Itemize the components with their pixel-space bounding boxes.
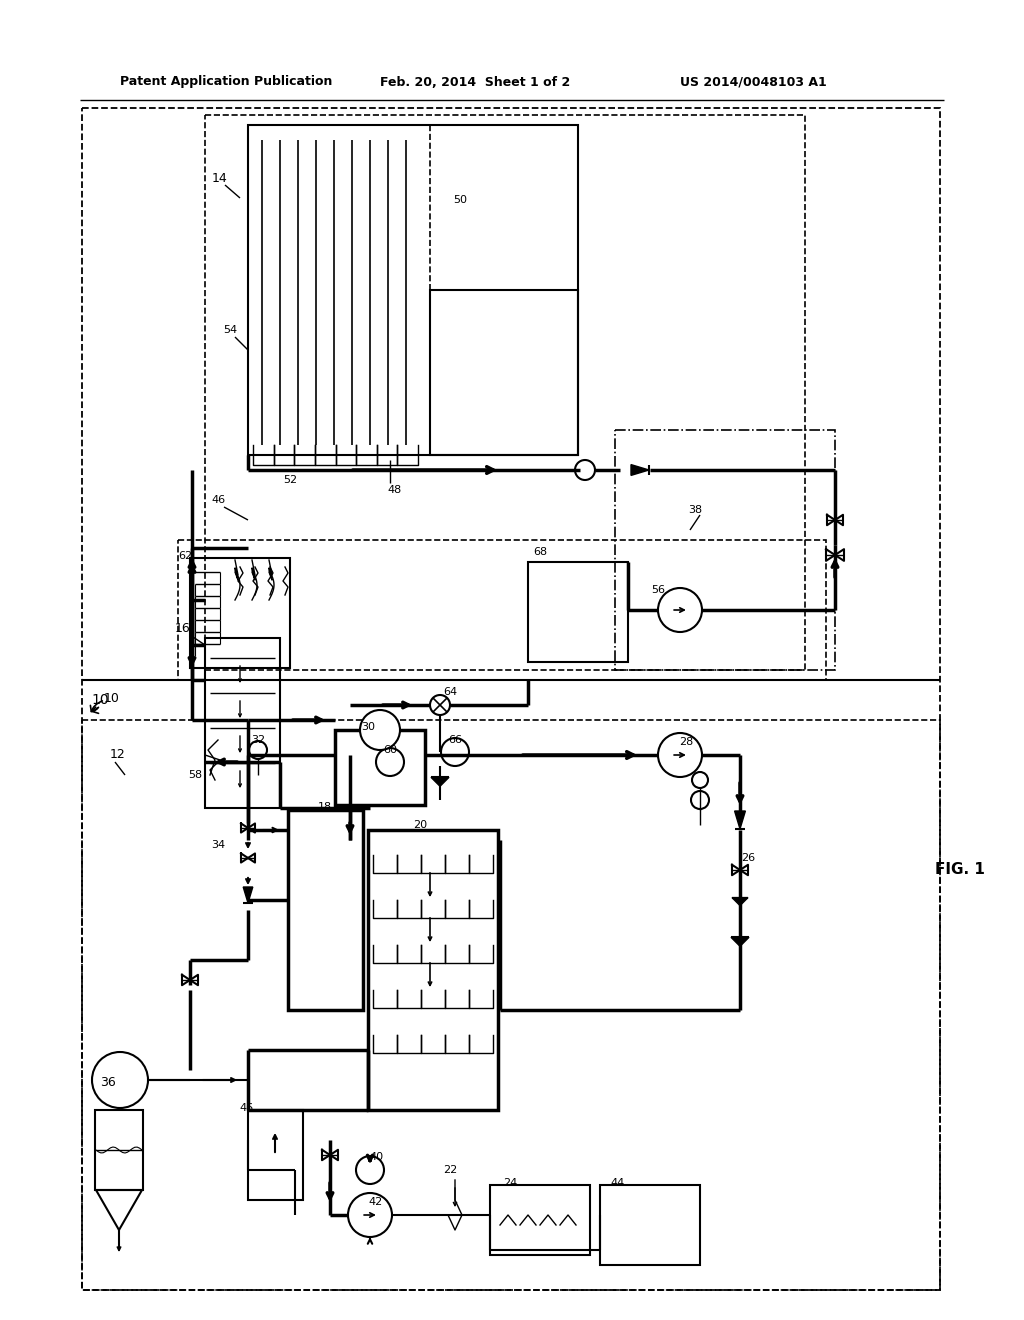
Bar xyxy=(528,562,628,663)
Bar xyxy=(288,810,362,1010)
Text: 22: 22 xyxy=(442,1166,457,1175)
Bar xyxy=(335,730,425,805)
Text: 40: 40 xyxy=(369,1152,383,1162)
Text: US 2014/0048103 A1: US 2014/0048103 A1 xyxy=(680,75,826,88)
Text: 60: 60 xyxy=(383,744,397,755)
Circle shape xyxy=(249,741,267,759)
Circle shape xyxy=(376,748,404,776)
Text: 38: 38 xyxy=(688,506,702,515)
Text: Feb. 20, 2014  Sheet 1 of 2: Feb. 20, 2014 Sheet 1 of 2 xyxy=(380,75,570,88)
Bar xyxy=(368,830,498,1110)
Text: 58: 58 xyxy=(188,770,202,780)
Text: FIG. 1: FIG. 1 xyxy=(935,862,985,878)
Text: 48: 48 xyxy=(388,484,402,495)
Bar xyxy=(95,1110,143,1191)
Bar xyxy=(205,638,280,808)
Text: 14: 14 xyxy=(212,172,228,185)
Text: 62: 62 xyxy=(178,550,193,561)
Polygon shape xyxy=(732,898,748,906)
Text: 16: 16 xyxy=(175,622,190,635)
Text: 66: 66 xyxy=(449,735,462,744)
Text: 46: 46 xyxy=(211,495,225,506)
Circle shape xyxy=(360,710,400,750)
Text: 24: 24 xyxy=(503,1177,517,1188)
Circle shape xyxy=(441,738,469,766)
Polygon shape xyxy=(734,810,745,829)
Circle shape xyxy=(348,1193,392,1237)
Bar xyxy=(615,430,835,671)
Text: 32: 32 xyxy=(251,735,265,744)
Bar xyxy=(205,115,805,671)
Polygon shape xyxy=(631,465,649,475)
Circle shape xyxy=(692,772,708,788)
Text: 68: 68 xyxy=(532,546,547,557)
Bar xyxy=(82,719,940,1290)
Bar xyxy=(490,1185,590,1255)
Text: 28: 28 xyxy=(679,737,693,747)
Text: 44: 44 xyxy=(611,1177,625,1188)
Text: 46: 46 xyxy=(239,1104,253,1113)
Circle shape xyxy=(430,696,450,715)
Text: 30: 30 xyxy=(361,722,375,733)
Polygon shape xyxy=(731,937,749,946)
Text: 10: 10 xyxy=(104,692,120,705)
Text: 12: 12 xyxy=(111,748,126,762)
Bar xyxy=(190,558,290,668)
Text: 42: 42 xyxy=(369,1197,383,1206)
Circle shape xyxy=(658,733,702,777)
Bar xyxy=(178,540,826,680)
Text: 18: 18 xyxy=(317,803,332,812)
Text: 36: 36 xyxy=(100,1076,116,1089)
Circle shape xyxy=(575,459,595,480)
Bar xyxy=(430,290,578,455)
Bar xyxy=(82,108,940,1290)
Bar xyxy=(248,1110,303,1200)
Text: 64: 64 xyxy=(443,686,457,697)
Text: 20: 20 xyxy=(413,820,427,830)
Text: 54: 54 xyxy=(223,325,238,335)
Polygon shape xyxy=(244,887,253,903)
Circle shape xyxy=(356,1156,384,1184)
Polygon shape xyxy=(431,777,449,787)
Circle shape xyxy=(658,587,702,632)
Text: Patent Application Publication: Patent Application Publication xyxy=(120,75,333,88)
Circle shape xyxy=(691,791,709,809)
Text: 34: 34 xyxy=(211,840,225,850)
Bar xyxy=(600,1185,700,1265)
Bar xyxy=(248,125,578,455)
Text: 52: 52 xyxy=(283,475,297,484)
Text: 26: 26 xyxy=(741,853,755,863)
Circle shape xyxy=(92,1052,148,1107)
Text: 50: 50 xyxy=(453,195,467,205)
Text: 10: 10 xyxy=(91,693,109,708)
Text: 56: 56 xyxy=(651,585,665,595)
